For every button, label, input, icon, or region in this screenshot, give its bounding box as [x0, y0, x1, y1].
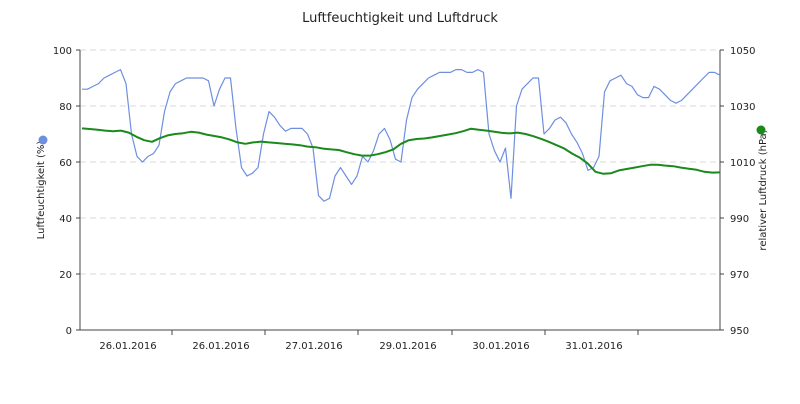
- x-tick-label: 26.01.2016: [192, 341, 249, 352]
- x-axis-ticks: 26.01.2016 26.01.2016 27.01.2016 29.01.2016…: [99, 330, 639, 352]
- x-tick-label: 27.01.2016: [285, 341, 342, 352]
- pressure-series-line: [81, 127, 721, 175]
- left-tick-label: 0: [66, 326, 72, 337]
- left-axis-label: Luftfeuchtigkeit (%): [36, 141, 47, 240]
- x-tick-label: 26.01.2016: [99, 341, 156, 352]
- right-tick-label: 1030: [730, 102, 755, 113]
- x-tick-label: 29.01.2016: [379, 341, 436, 352]
- left-axis-ticks: 0 20 40 60 80 100: [53, 46, 80, 337]
- left-tick-label: 40: [59, 214, 72, 225]
- left-tick-label: 100: [53, 46, 72, 57]
- right-axis-label: relativer Luftdruck (hPa): [758, 129, 769, 250]
- chart-title: Luftfeuchtigkeit und Luftdruck: [302, 11, 498, 26]
- pressure-marker-icon: [756, 125, 766, 135]
- right-tick-label: 1010: [730, 158, 755, 169]
- left-tick-label: 60: [59, 158, 72, 169]
- series-group: [81, 68, 721, 202]
- left-tick-label: 80: [59, 102, 72, 113]
- humidity-series-line: [82, 68, 721, 202]
- right-tick-label: 950: [730, 326, 749, 337]
- x-tick-label: 31.01.2016: [565, 341, 622, 352]
- right-tick-label: 1050: [730, 46, 755, 57]
- left-tick-label: 20: [59, 270, 72, 281]
- humidity-marker-icon: [38, 135, 48, 145]
- right-axis-ticks: 950 970 990 1010 1030 1050: [720, 46, 755, 337]
- x-tick-label: 30.01.2016: [472, 341, 529, 352]
- right-tick-label: 990: [730, 214, 749, 225]
- right-tick-label: 970: [730, 270, 749, 281]
